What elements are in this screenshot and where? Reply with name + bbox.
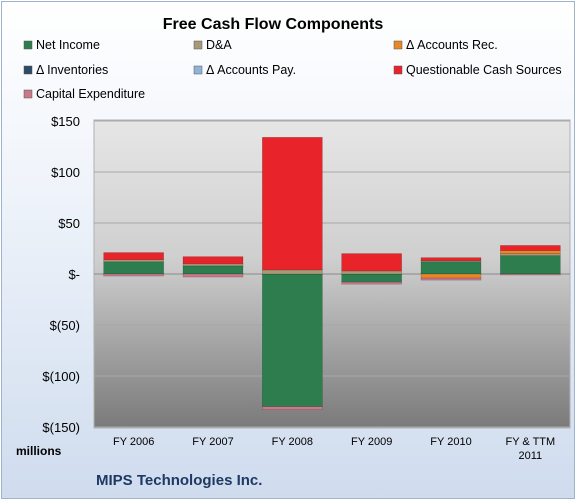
legend-swatch [23,65,33,75]
y-axis-label: millions [16,444,62,458]
legend-entry: Δ Accounts Pay. [193,63,296,77]
legend: Net Income D&A Δ Accounts Rec. Δ Inventorie… [23,38,562,101]
legend-entry: Δ Inventories [23,63,108,77]
bar-segment [262,269,323,275]
y-tick-label: $100 [51,165,80,180]
bar-segment [341,281,402,285]
bar-segment [420,273,482,279]
bar-segment [420,261,482,275]
bar-segment [262,137,323,271]
bar-segment [103,261,164,275]
bar-segment [500,273,561,276]
x-tick-label: FY 2006 [113,436,154,448]
bars [103,137,561,410]
y-tick-label: $(100) [42,369,80,384]
bar-segment [420,277,482,281]
gridlines [94,120,570,428]
bar-segment [341,273,402,283]
bar-segment [182,265,244,275]
x-tick-label: FY 2010 [430,436,471,448]
bar-segment [341,270,402,275]
bar-segment [500,253,561,256]
legend-entry: Δ Accounts Rec. [393,38,498,52]
legend-swatch [193,65,203,75]
x-tick-label: FY & TTM 2011 [505,436,555,462]
legend-swatch [393,65,403,75]
legend-entry: Questionable Cash Sources [393,63,562,77]
x-axis-ticks: FY 2006 FY 2007 FY 2008 FY 2009 FY 2010 FY & … [113,436,555,462]
legend-label: Δ Accounts Pay. [206,63,296,77]
bar-segment [500,255,561,275]
y-axis-ticks: $150 $100 $50 $- $(50) $(100) $(150) [42,114,80,435]
company-name: MIPS Technologies Inc. [96,472,262,489]
legend-label: Questionable Cash Sources [406,63,562,77]
bar-segment [500,245,561,251]
legend-swatch [23,40,33,50]
chart-title: Free Cash Flow Components [163,16,384,33]
y-tick-label: $- [68,267,80,282]
legend-label: Δ Accounts Rec. [406,38,498,52]
bar-segment [262,273,323,407]
x-tick-label: FY 2009 [351,436,392,448]
legend-label: D&A [206,38,232,52]
legend-swatch [23,89,33,99]
y-tick-label: $150 [51,114,80,129]
bar-segment [182,273,244,278]
bar-segment [420,257,482,262]
bar-segment [341,253,402,272]
bar-segment [182,256,244,265]
bar-segment [500,250,561,254]
x-tick-label: FY 2008 [272,436,313,448]
bar-segment [103,273,164,277]
bar-segment [182,263,244,267]
bar-segment [262,406,323,410]
legend-entry: Net Income [23,38,100,52]
legend-entry: Capital Expenditure [23,87,145,101]
y-tick-label: $50 [58,216,80,231]
y-tick-label: $(150) [42,420,80,435]
legend-label: Net Income [36,38,100,52]
bar-segment [103,252,164,261]
legend-swatch [393,40,403,50]
x-tick-label: FY 2007 [192,436,233,448]
legend-entry: D&A [193,38,232,52]
legend-label: Δ Inventories [36,63,108,77]
legend-swatch [193,40,203,50]
legend-label: Capital Expenditure [36,87,145,101]
y-tick-label: $(50) [50,318,80,333]
bar-segment [103,259,164,263]
